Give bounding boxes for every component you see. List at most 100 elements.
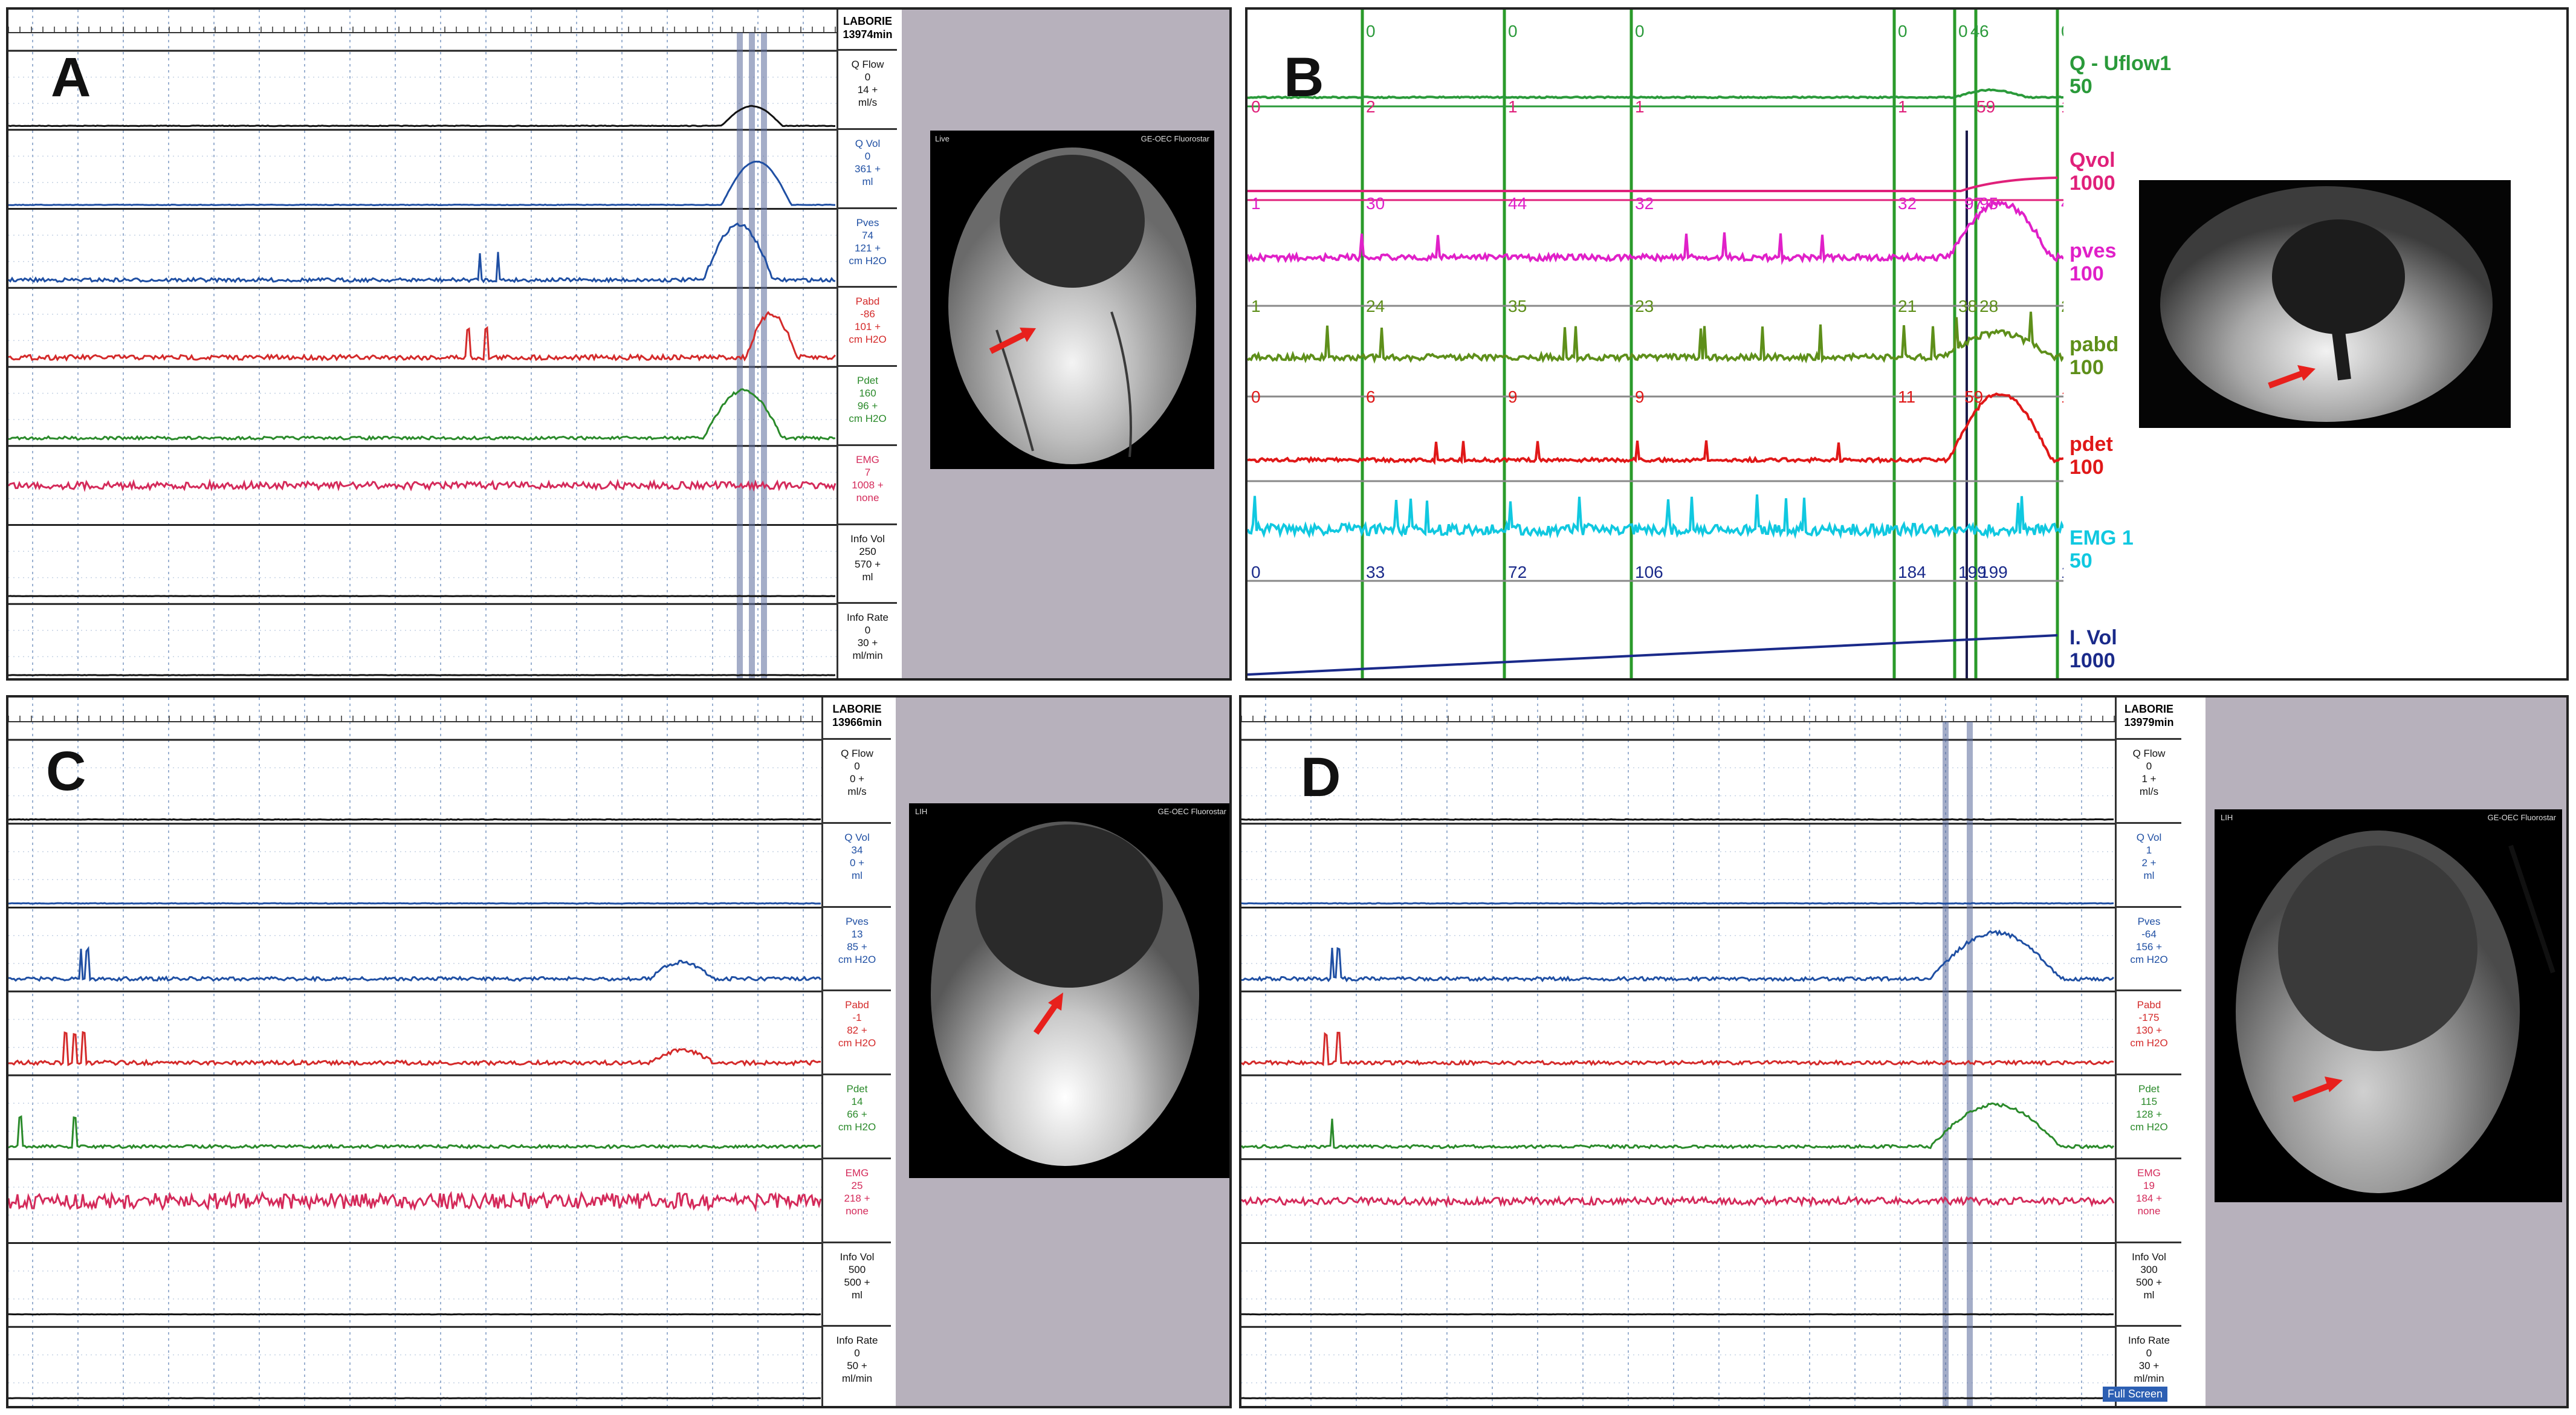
channel-label: Info Vol 250 570 + ml <box>838 525 897 604</box>
fluoroscopy-image-c: LIH GE-OEC Fluorostar <box>909 803 1229 1178</box>
channel-name: Info Vol <box>2132 1251 2166 1263</box>
channel-name: pves <box>2070 239 2117 262</box>
event-marker <box>737 33 743 678</box>
channel-l1: 0 <box>864 71 871 83</box>
channel-name: I. Vol <box>2070 626 2117 649</box>
panel-label-b: B <box>1284 47 1324 108</box>
channel-name: Qvol <box>2070 149 2115 172</box>
value-label: 6 <box>1366 387 1376 406</box>
channel-l1: 0 <box>864 150 871 162</box>
channel-l1: 0 <box>864 624 871 636</box>
panel-label-c: C <box>46 740 86 802</box>
channel-l2: 66 + <box>847 1109 867 1120</box>
channel-unit: cm H2O <box>2130 1121 2168 1133</box>
qvol-trace <box>1248 176 2058 192</box>
channel-l2: 1008 + <box>852 479 884 491</box>
value-label: 41 <box>2061 194 2063 213</box>
channel-unit: ml/s <box>847 786 867 797</box>
panel-d: D LABORIE 13979min Q Flow 0 1 + ml/s Q Vol 1 2… <box>1239 695 2569 1408</box>
channel-unit: cm H2O <box>849 334 887 346</box>
channel-l2: 2 + <box>2141 856 2157 869</box>
channel-l1: 0 <box>2146 760 2152 772</box>
bladder-shadow <box>1000 155 1145 288</box>
channel-l1: -64 <box>2141 928 2157 940</box>
channel-label: Pdet 14 66 + cm H2O <box>823 1075 891 1159</box>
panel-c: C LABORIE 13966min Q Flow 0 0 + ml/s Q Vol 34… <box>6 695 1232 1408</box>
channel-label: Q Flow 0 1 + ml/s <box>2117 740 2181 824</box>
channel-l2: 0 + <box>849 773 865 785</box>
event-marker <box>749 33 755 678</box>
pdet-trace <box>1248 392 2063 465</box>
channel-name: Pves <box>856 216 879 228</box>
channel-l2: 14 + <box>857 84 878 96</box>
value-label: 0 <box>1898 22 1908 40</box>
channel-name: Pdet <box>857 375 878 386</box>
channel-l1: -1 <box>852 1012 862 1024</box>
channel-label: Info Vol 500 500 + ml <box>823 1243 891 1327</box>
fluoro-tl: LIH <box>2221 813 2233 822</box>
ivol-trace <box>1248 634 2058 676</box>
channel-unit: none <box>846 1205 869 1217</box>
channel-l2: 82 + <box>847 1025 867 1037</box>
red-arrow <box>2292 1081 2334 1103</box>
fluoro-tl: LIH <box>915 807 928 816</box>
fluoro-tl: Live <box>935 134 950 143</box>
bladder-shadow <box>976 824 1163 988</box>
pabd-trace <box>1248 311 2063 364</box>
channel-label: Q Vol 0 361 + ml <box>838 130 897 209</box>
value-label: 0 <box>1366 22 1376 40</box>
value-label: 2 <box>1366 97 1376 116</box>
channel-name: pdet <box>2070 433 2113 456</box>
value-label: 199 <box>1979 563 2008 581</box>
bladder-shadow <box>2278 846 2477 1051</box>
qvol-trace <box>8 160 835 207</box>
channel-unit: ml <box>2143 869 2155 881</box>
time-label: 13974min <box>843 28 893 40</box>
value-label: 1 <box>1251 297 1261 316</box>
inforate-trace <box>8 674 836 676</box>
value-label: 0 <box>2061 22 2063 40</box>
channel-unit: cm H2O <box>2130 953 2168 965</box>
channel-l2: 500 + <box>2135 1276 2162 1288</box>
inforate-trace <box>1241 1397 2114 1399</box>
channel-unit: ml/min <box>841 1373 873 1385</box>
channel-label: Qvol 1000 <box>2070 149 2115 195</box>
panel-label-a: A <box>51 47 91 108</box>
header-box-c: LABORIE 13966min <box>823 698 891 740</box>
value-label: 4 <box>1970 22 1980 40</box>
infovol-trace <box>8 595 836 597</box>
fluoroscopy-image-d: LIH GE-OEC Fluorostar <box>2215 809 2562 1202</box>
channel-unit: cm H2O <box>849 254 887 267</box>
channel-name: Q Flow <box>841 748 873 759</box>
channel-label: Pabd -86 101 + cm H2O <box>838 288 897 367</box>
channel-l1: 7 <box>864 466 871 478</box>
channel-label: Q Vol 1 2 + ml <box>2117 824 2181 908</box>
value-label: 35 <box>1508 297 1527 316</box>
value-label: 21 <box>1898 297 1917 316</box>
value-label: 0 <box>1508 22 1518 40</box>
qflow-trace <box>1241 818 2114 821</box>
channel-name: Info Vol <box>850 533 885 545</box>
channel-label: Info Rate 0 30 + ml/min <box>2117 1327 2181 1406</box>
value-label: 97 <box>1964 194 1983 213</box>
channel-label: EMG 7 1008 + none <box>838 446 897 525</box>
channel-l2: 121 + <box>854 242 881 254</box>
brand-label: LABORIE <box>843 15 892 27</box>
value-label: 0 <box>1958 22 1968 40</box>
channel-l1: 19 <box>2143 1179 2155 1191</box>
channel-label: Pabd -175 130 + cm H2O <box>2117 991 2181 1075</box>
fluoroscopy-image-b <box>2139 180 2511 428</box>
emg-trace <box>1241 1194 2115 1208</box>
value-label: 28 <box>1979 297 1998 316</box>
full-screen-button[interactable]: Full Screen <box>2103 1387 2168 1402</box>
channel-l1: 0 <box>854 760 860 772</box>
channel-name: Info Rate <box>2128 1335 2170 1347</box>
channel-l2: 184 + <box>2135 1192 2162 1204</box>
pdet-trace <box>8 388 836 441</box>
channel-label: Info Rate 0 50 + ml/min <box>823 1327 891 1406</box>
channel-l1: 250 <box>859 545 876 557</box>
channel-l1: 14 <box>851 1096 863 1107</box>
emg-trace <box>8 478 837 493</box>
channel-label: Info Vol 300 500 + ml <box>2117 1243 2181 1327</box>
channel-unit: ml <box>2143 1289 2155 1301</box>
